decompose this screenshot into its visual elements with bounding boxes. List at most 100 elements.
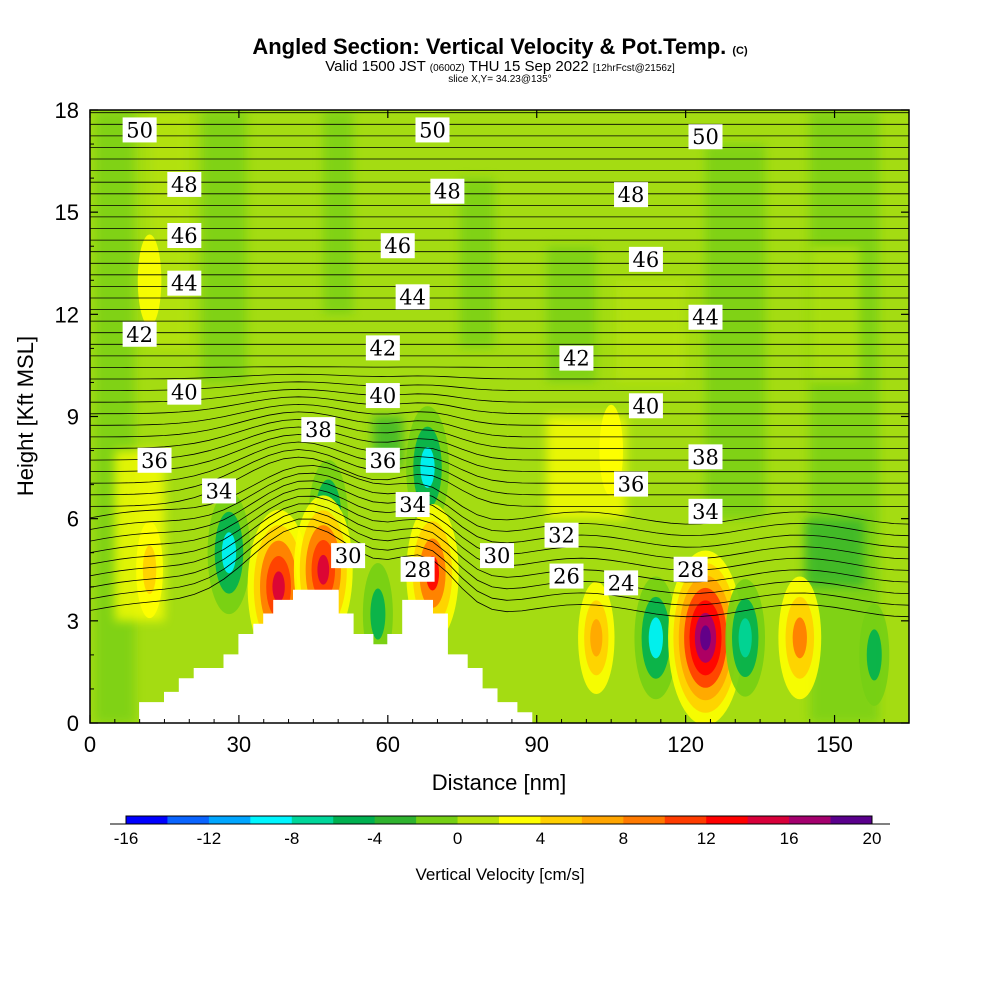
y-tick-label: 12 (55, 302, 79, 327)
theta-label: 40 (628, 393, 663, 419)
theta-label: 36 (365, 447, 400, 473)
colorbar-swatch (581, 816, 624, 824)
theta-label: 44 (167, 270, 202, 296)
chart-slice-info: slice X,Y= 34.23@135° (448, 74, 552, 85)
theta-label-bg (628, 393, 663, 419)
colorbar-swatch (623, 816, 666, 824)
theta-label-text: 44 (399, 285, 426, 309)
theta-label-bg (614, 471, 649, 497)
colorbar-title: Vertical Velocity [cm/s] (415, 865, 584, 884)
colorbar-label: 16 (780, 829, 799, 848)
chart-title: Angled Section: Vertical Velocity & Pot.… (252, 34, 748, 59)
theta-line (90, 441, 909, 484)
velocity-cell (136, 521, 163, 619)
theta-label: 30 (480, 543, 515, 569)
theta-label-text: 34 (692, 500, 719, 524)
theta-line (90, 510, 909, 594)
theta-line (90, 396, 909, 415)
theta-label-bg (365, 383, 400, 409)
theta-label-bg (122, 321, 157, 347)
velocity-ring (142, 545, 157, 594)
theta-label: 40 (167, 379, 202, 405)
theta-label-text: 26 (553, 565, 580, 589)
colorbar-swatch (706, 816, 749, 824)
theta-label-bg (604, 570, 639, 596)
theta-line (90, 449, 909, 496)
theta-label-text: 36 (618, 473, 645, 497)
velocity-cell (859, 603, 890, 706)
theta-line (90, 526, 909, 618)
y-tick-label: 9 (67, 405, 79, 430)
colorbar-swatch (167, 816, 210, 824)
theta-label-bg (301, 417, 336, 443)
theta-line (90, 411, 909, 438)
theta-label: 42 (365, 335, 400, 361)
colorbar-label: 12 (697, 829, 716, 848)
theta-label-text: 48 (171, 173, 198, 197)
velocity-streak (94, 110, 135, 723)
theta-label-bg (688, 124, 723, 150)
velocity-cell (578, 581, 615, 695)
theta-label-text: 36 (369, 449, 396, 473)
theta-label-bg (137, 447, 172, 473)
theta-label: 42 (559, 345, 594, 371)
chart-title-units: (C) (732, 45, 748, 57)
theta-label-bg (688, 304, 723, 330)
theta-label-text: 48 (618, 183, 645, 207)
theta-label: 26 (549, 563, 584, 589)
theta-label: 30 (331, 543, 366, 569)
theta-label-bg (614, 182, 649, 208)
theta-label-text: 46 (171, 224, 198, 248)
theta-label-bg (167, 270, 202, 296)
colorbar-label: -12 (197, 829, 222, 848)
y-tick-label: 0 (67, 711, 79, 736)
theta-line (90, 388, 909, 403)
theta-label: 44 (395, 284, 430, 310)
theta-label: 44 (688, 304, 723, 330)
velocity-ring (370, 588, 386, 640)
theta-label-text: 50 (419, 118, 446, 142)
theta-label-bg (688, 498, 723, 524)
colorbar-swatch (830, 816, 873, 824)
theta-line (90, 503, 909, 583)
colorbar-label: -16 (114, 829, 139, 848)
colorbar-swatch (416, 816, 459, 824)
velocity-ring (317, 554, 330, 585)
theta-label: 38 (688, 444, 723, 470)
theta-label: 34 (395, 492, 430, 518)
theta-label: 40 (365, 383, 400, 409)
theta-line (90, 366, 909, 368)
theta-line (90, 426, 909, 461)
theta-label-bg (167, 171, 202, 197)
theta-label-bg (167, 223, 202, 249)
theta-contours (90, 112, 909, 618)
theta-label-bg (430, 178, 465, 204)
velocity-ring (590, 619, 603, 657)
velocity-ring (648, 617, 663, 659)
theta-label-text: 30 (484, 544, 511, 568)
theta-label: 50 (122, 117, 157, 143)
theta-label-bg (415, 117, 450, 143)
theta-label-text: 50 (692, 125, 719, 149)
theta-label-text: 42 (369, 336, 396, 360)
theta-label: 48 (167, 171, 202, 197)
theta-label-text: 44 (692, 306, 719, 330)
theta-label-bg (331, 543, 366, 569)
theta-label-bg (688, 444, 723, 470)
theta-label: 34 (202, 478, 237, 504)
colorbar-label: 20 (863, 829, 882, 848)
theta-label: 32 (544, 522, 579, 548)
colorbar-label: 0 (453, 829, 462, 848)
colorbar-swatch (540, 816, 583, 824)
velocity-ring (700, 625, 711, 651)
theta-line (90, 373, 909, 380)
colorbar-swatch (789, 816, 832, 824)
y-tick-label: 3 (67, 609, 79, 634)
theta-label: 38 (301, 417, 336, 443)
theta-contour-labels: 50 50 50 48 48 48 46 46 46 44 44 44 42 42 42 40 40 40 38 38… (122, 117, 723, 596)
theta-label: 46 (167, 223, 202, 249)
colorbar-label: 4 (536, 829, 545, 848)
theta-label-bg (365, 335, 400, 361)
colorbar-swatch (747, 816, 790, 824)
